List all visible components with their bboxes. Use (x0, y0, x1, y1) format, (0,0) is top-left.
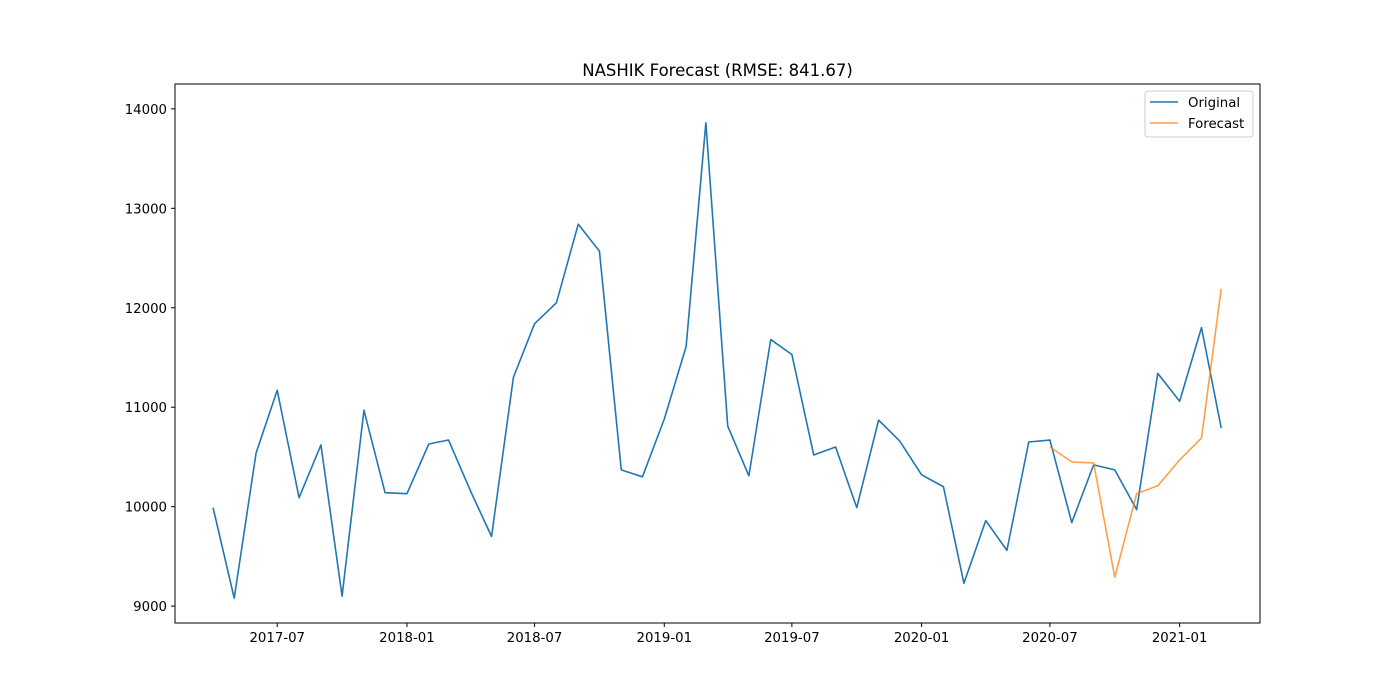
axes-frame (174, 83, 1261, 624)
series-line-forecast (1049, 288, 1223, 579)
x-tick-label: 2018-07 (507, 631, 563, 646)
plot-area (212, 121, 1223, 599)
legend-label-forecast: Forecast (1188, 117, 1244, 132)
x-tick-label: 2018-01 (379, 631, 435, 646)
x-tick-label: 2021-01 (1152, 631, 1208, 646)
y-tick-label: 10000 (125, 501, 167, 516)
x-tick-label: 2019-07 (764, 631, 820, 646)
y-tick-label: 13000 (125, 202, 167, 217)
legend-label-original: Original (1188, 96, 1240, 111)
series-line-original (212, 121, 1223, 599)
legend: Original Forecast (1144, 90, 1254, 138)
y-tick-label: 9000 (133, 600, 167, 615)
x-tick-label: 2019-01 (636, 631, 692, 646)
y-tick-label: 12000 (125, 302, 167, 317)
x-tick-label: 2020-01 (894, 631, 950, 646)
chart-title: NASHIK Forecast (RMSE: 841.67) (582, 61, 853, 80)
y-axis: 9000 10000 11000 12000 13000 14000 (125, 103, 175, 615)
y-tick-label: 14000 (125, 103, 167, 118)
x-tick-label: 2017-07 (249, 631, 305, 646)
x-tick-label: 2020-07 (1022, 631, 1078, 646)
x-axis: 2017-07 2018-01 2018-07 2019-01 2019-07 2020-… (249, 623, 1207, 646)
y-tick-label: 11000 (125, 401, 167, 416)
